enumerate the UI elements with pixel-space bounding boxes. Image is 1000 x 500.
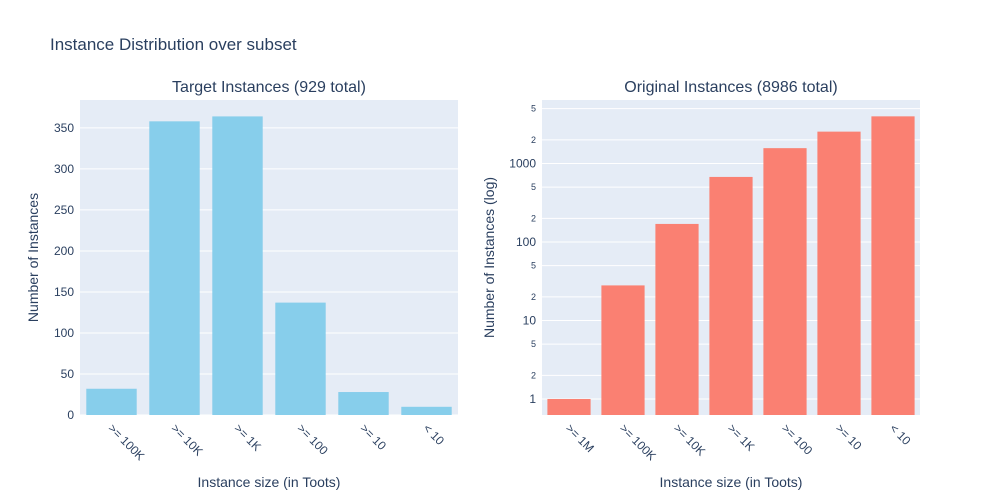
y-tick-label: 2 (531, 135, 536, 145)
y-tick-label: 0 (67, 408, 74, 422)
bar (149, 121, 200, 415)
bar (275, 302, 326, 415)
y-tick-label: 150 (54, 285, 74, 299)
y-tick-label: 250 (54, 203, 74, 217)
bar (871, 116, 915, 415)
y-tick-label: 5 (531, 261, 536, 271)
x-axis-title: Instance size (in Toots) (660, 474, 803, 490)
y-tick-label: 10 (523, 313, 537, 327)
bar (547, 398, 591, 415)
bar (86, 388, 137, 415)
y-tick-label: 5 (531, 182, 536, 192)
y-tick-label: 100 (516, 235, 536, 249)
y-tick-label: 300 (54, 162, 74, 176)
figure-title: Instance Distribution over subset (50, 35, 297, 54)
bar (401, 406, 452, 415)
bar (763, 148, 807, 416)
bar (709, 176, 753, 415)
plot-area (80, 100, 458, 415)
y-tick-label: 200 (54, 244, 74, 258)
y-tick-label: 5 (531, 104, 536, 114)
bar (338, 392, 389, 415)
y-tick-label: 5 (531, 339, 536, 349)
y-tick-label: 350 (54, 121, 74, 135)
bar (212, 116, 263, 415)
y-tick-label: 1000 (509, 157, 536, 171)
bar (655, 223, 699, 415)
y-tick-label: 2 (531, 370, 536, 380)
y-tick-label: 50 (61, 367, 75, 381)
y-tick-label: 2 (531, 213, 536, 223)
y-tick-label: 100 (54, 326, 74, 340)
y-tick-label: 2 (531, 292, 536, 302)
subplot-title: Target Instances (929 total) (172, 79, 366, 96)
bar (601, 285, 645, 415)
y-tick-label: 1 (529, 392, 536, 406)
x-axis-title: Instance size (in Toots) (198, 474, 341, 490)
bar (817, 131, 861, 415)
subplot-title: Original Instances (8986 total) (624, 79, 837, 96)
y-axis-title: Number of Instances (25, 193, 41, 322)
y-axis-title: Number of Instances (log) (481, 177, 497, 338)
